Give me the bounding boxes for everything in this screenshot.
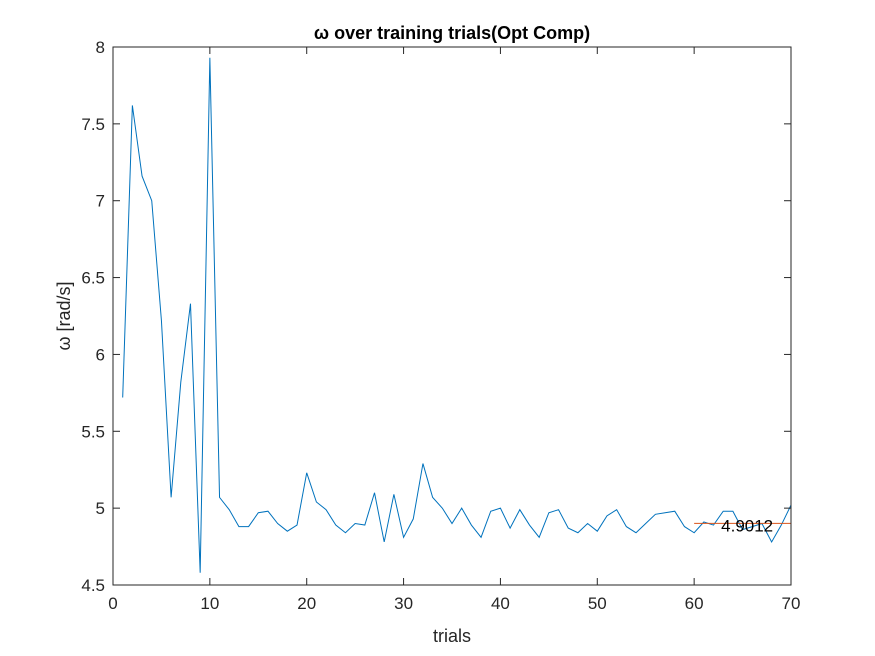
plot-box — [112, 46, 792, 586]
x-tick-label: 20 — [297, 594, 316, 613]
x-tick-label: 40 — [491, 594, 510, 613]
y-tick-label: 5 — [96, 499, 105, 518]
y-tick-label: 8 — [96, 38, 105, 57]
series-line — [122, 57, 792, 573]
y-tick-label: 5.5 — [81, 422, 105, 441]
y-tick-label: 7.5 — [81, 115, 105, 134]
mean-line-label: 4.9012 — [721, 516, 773, 535]
x-tick-label: 50 — [588, 594, 607, 613]
x-tick-label: 70 — [782, 594, 801, 613]
x-tick-label: 0 — [108, 594, 117, 613]
x-axis-label: trials — [433, 626, 471, 646]
y-tick-label: 7 — [96, 192, 105, 211]
y-tick-label: 4.5 — [81, 576, 105, 595]
x-tick-label: 10 — [200, 594, 219, 613]
chart-title: ω over training trials(Opt Comp) — [314, 23, 590, 43]
x-tick-label: 60 — [685, 594, 704, 613]
y-tick-label: 6 — [96, 345, 105, 364]
plot-background — [113, 47, 791, 585]
x-tick-label: 30 — [394, 594, 413, 613]
y-tick-label: 6.5 — [81, 269, 105, 288]
y-axis-label: ω [rad/s] — [54, 281, 74, 350]
